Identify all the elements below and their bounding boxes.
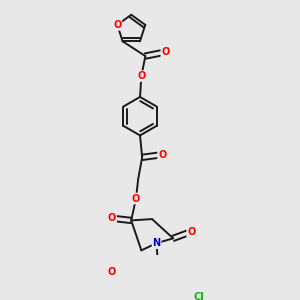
Text: O: O <box>113 20 122 30</box>
Text: O: O <box>158 150 166 160</box>
Text: O: O <box>187 227 196 237</box>
Text: O: O <box>137 71 146 81</box>
Text: N: N <box>152 238 161 248</box>
Text: O: O <box>161 47 169 57</box>
Text: O: O <box>108 267 116 277</box>
Text: O: O <box>108 213 116 223</box>
Text: O: O <box>132 194 140 203</box>
Text: Cl: Cl <box>193 292 204 300</box>
